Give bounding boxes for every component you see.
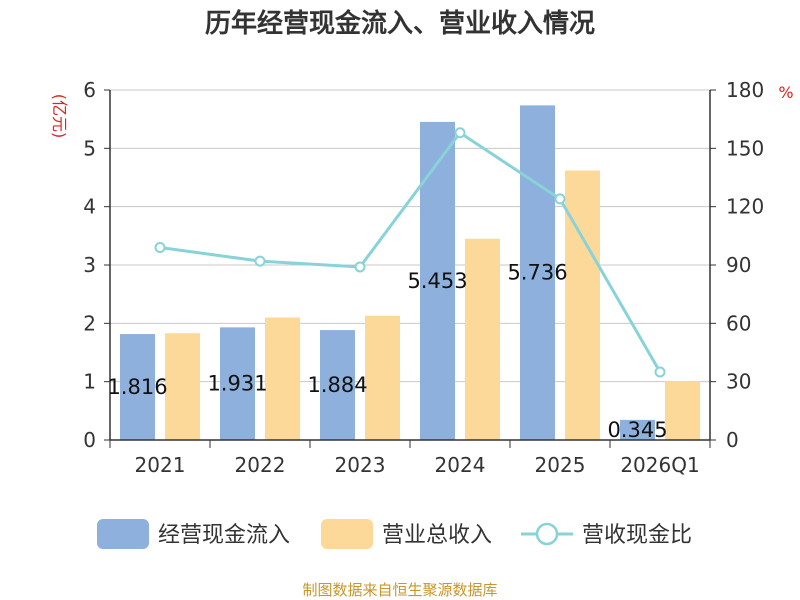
left-tick-label: 0 xyxy=(83,428,96,452)
legend-label-ratio: 营收现金比 xyxy=(582,523,692,548)
x-tick-label: 2025 xyxy=(535,453,586,477)
ratio-line xyxy=(154,127,666,378)
data-label-cash-inflow: 5.736 xyxy=(507,261,567,285)
left-tick-label: 1 xyxy=(83,370,96,394)
ratio-point xyxy=(654,366,666,378)
bar-total-revenue xyxy=(565,170,600,440)
data-label-cash-inflow: 1.816 xyxy=(107,375,167,399)
bar-cash-inflow xyxy=(320,330,355,440)
bar-total-revenue xyxy=(165,333,200,440)
legend-swatch-total-revenue xyxy=(321,519,373,549)
bar-total-revenue xyxy=(665,381,700,440)
bar-total-revenue xyxy=(365,315,400,440)
left-axis-label: (亿元) xyxy=(50,94,69,139)
ratio-point xyxy=(454,127,466,139)
x-tick-label: 2026Q1 xyxy=(620,453,699,477)
legend-swatch-cash-inflow xyxy=(97,519,149,549)
ratio-point xyxy=(254,255,266,267)
left-tick-label: 5 xyxy=(83,136,96,160)
right-tick-label: 90 xyxy=(726,253,751,277)
right-tick-label: 0 xyxy=(726,428,739,452)
legend-label-total-revenue: 营业总收入 xyxy=(382,523,492,548)
bar-cash-inflow xyxy=(620,419,655,440)
data-label-cash-inflow: 1.931 xyxy=(207,372,267,396)
left-tick-label: 3 xyxy=(83,253,96,277)
bar-cash-inflow xyxy=(120,334,155,440)
right-tick-label: 180 xyxy=(726,78,764,102)
left-tick-label: 6 xyxy=(83,78,96,102)
legend: 经营现金流入 营业总收入 营收现金比 xyxy=(97,519,692,549)
ratio-point xyxy=(354,261,366,273)
ratio-point xyxy=(554,193,566,205)
x-tick-label: 2023 xyxy=(335,453,386,477)
bar-total-revenue xyxy=(265,317,300,440)
x-tick-label: 2022 xyxy=(235,453,286,477)
right-tick-label: 60 xyxy=(726,311,751,335)
bar-cash-inflow xyxy=(220,327,255,440)
bar-total-revenue xyxy=(465,238,500,440)
bar-cash-inflow xyxy=(520,105,555,441)
x-tick-label: 2021 xyxy=(135,453,186,477)
right-tick-label: 150 xyxy=(726,136,764,160)
data-label-cash-inflow: 5.453 xyxy=(407,269,467,293)
data-label-cash-inflow: 0.345 xyxy=(607,418,667,442)
right-tick-label: 120 xyxy=(726,195,764,219)
left-tick-label: 4 xyxy=(83,195,96,219)
bars xyxy=(120,105,700,441)
legend-swatch-ratio-marker xyxy=(535,522,559,546)
data-label-cash-inflow: 1.884 xyxy=(307,373,367,397)
source-note: 制图数据来自恒生聚源数据库 xyxy=(302,581,497,599)
ratio-line-path xyxy=(159,130,662,373)
bar-cash-inflow xyxy=(420,121,455,441)
chart-title: 历年经营现金流入、营业收入情况 xyxy=(205,8,595,39)
gridlines xyxy=(110,89,710,383)
right-tick-label: 30 xyxy=(726,370,751,394)
x-tick-label: 2024 xyxy=(435,453,486,477)
left-tick-label: 2 xyxy=(83,311,96,335)
data-labels: 1.816 1.931 1.884 5.453 5.736 0.345 xyxy=(107,261,667,442)
right-axis-label: % xyxy=(778,83,793,102)
ratio-point xyxy=(154,242,166,253)
legend-label-cash-inflow: 经营现金流入 xyxy=(158,523,290,548)
